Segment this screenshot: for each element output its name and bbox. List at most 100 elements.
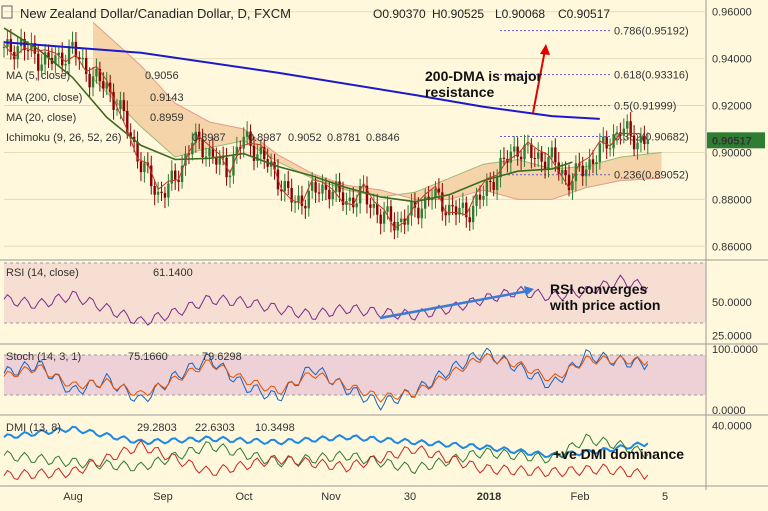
candle-body xyxy=(300,195,304,206)
price-panel: 0.96000 0.94000 0.92000 0.90000 0.88000 0.860… xyxy=(2,7,765,253)
candle-body xyxy=(608,148,612,150)
candle-body xyxy=(434,188,437,199)
candle-body xyxy=(180,165,184,183)
candle-body xyxy=(160,191,163,194)
fib-level-label: 0.236(0.89052) xyxy=(614,170,689,182)
candle-body xyxy=(74,41,78,58)
candle-body xyxy=(249,131,252,146)
candle-body xyxy=(355,203,358,208)
candle-body xyxy=(304,205,307,209)
candle-body xyxy=(516,146,519,157)
candle-body xyxy=(543,161,547,170)
candle-body xyxy=(451,204,454,207)
fib-level-label: 0.618(0.93316) xyxy=(614,70,689,82)
candle-body xyxy=(71,41,74,47)
candle-body xyxy=(489,180,492,182)
candle-body xyxy=(526,144,530,146)
candle-body xyxy=(530,144,533,159)
candle-body xyxy=(468,217,471,223)
ichimoku-cloud xyxy=(93,22,662,200)
candle-body xyxy=(365,185,369,205)
candle-body xyxy=(91,76,95,88)
dmi-minus-di-line xyxy=(3,439,649,481)
candle-body xyxy=(550,147,554,158)
candle-body xyxy=(352,197,355,208)
candle-body xyxy=(321,184,324,194)
ma20-line xyxy=(3,27,573,203)
indicator-value: 0.8959 xyxy=(150,112,184,124)
candle-body xyxy=(317,192,321,194)
dmi-annotation: +ve DMI dominance xyxy=(553,446,684,462)
candle-body xyxy=(54,55,57,64)
candle-body xyxy=(478,194,482,200)
candle-body xyxy=(348,197,352,201)
ohlc-value: H0.90525 xyxy=(432,7,484,21)
dmi-adx-line xyxy=(3,425,649,459)
candle-body xyxy=(626,121,629,129)
candle-body xyxy=(632,135,636,150)
stoch-y-tick-label: 0.0000 xyxy=(712,405,746,417)
x-tick-label: 2018 xyxy=(477,491,501,503)
x-tick-label: Aug xyxy=(63,491,83,503)
ichimoku-value: 0.8781 xyxy=(327,132,361,144)
rsi-value: 61.1400 xyxy=(153,267,193,279)
candle-body xyxy=(454,206,458,215)
candle-body xyxy=(482,195,485,200)
price-annotation-line: resistance xyxy=(425,84,494,100)
candle-body xyxy=(376,203,379,215)
stoch-band xyxy=(4,355,706,395)
rsi-annotation-line: RSI converges xyxy=(550,281,647,297)
ohlc-value: L0.90068 xyxy=(495,7,545,21)
rsi-line xyxy=(3,274,649,326)
rsi-trend-arrowhead xyxy=(524,286,534,296)
candle-body xyxy=(447,204,451,216)
candle-body xyxy=(126,111,129,133)
candle-body xyxy=(235,146,239,157)
candle-body xyxy=(98,68,102,82)
candle-body xyxy=(400,218,403,223)
stoch-label: Stoch (14, 3, 1) xyxy=(6,351,81,363)
candle-body xyxy=(591,159,595,164)
candle-body xyxy=(242,136,245,149)
candle-body xyxy=(492,181,495,191)
candle-body xyxy=(554,147,557,163)
candle-body xyxy=(581,165,584,177)
chart-title: New Zealand Dollar/Canadian Dollar, D, F… xyxy=(20,6,291,21)
candle-body xyxy=(67,46,71,65)
ohlc-value: C0.90517 xyxy=(558,7,610,21)
candle-body xyxy=(588,159,591,170)
candle-body xyxy=(174,170,177,180)
candle-body xyxy=(191,142,194,155)
stoch-k-line xyxy=(3,347,649,411)
candle-body xyxy=(252,145,256,161)
candle-body xyxy=(571,181,574,191)
candle-body xyxy=(239,146,242,149)
candle-body xyxy=(537,152,540,159)
candle-body xyxy=(341,192,345,205)
candle-body xyxy=(358,186,362,204)
candle-body xyxy=(221,156,225,158)
candle-body xyxy=(424,196,427,209)
candle-body xyxy=(643,136,646,145)
candle-body xyxy=(2,46,6,48)
candle-body xyxy=(153,186,156,195)
candle-body xyxy=(502,157,506,159)
candle-body xyxy=(598,143,602,163)
axes: Aug Sep Oct Nov 30 2018 Feb 5 xyxy=(63,491,668,503)
candle-body xyxy=(218,156,221,165)
candle-body xyxy=(197,131,201,140)
candle-body xyxy=(567,175,571,191)
candle-body xyxy=(40,64,43,71)
price-y-tick-label: 0.86000 xyxy=(712,241,752,253)
candle-body xyxy=(170,170,173,184)
candle-body xyxy=(95,68,98,77)
candle-body xyxy=(338,181,341,193)
candle-body xyxy=(382,211,386,224)
candle-body xyxy=(64,64,67,66)
candle-body xyxy=(9,39,13,52)
candle-body xyxy=(129,132,132,137)
candle-body xyxy=(26,50,30,52)
menu-icon xyxy=(1,5,13,19)
